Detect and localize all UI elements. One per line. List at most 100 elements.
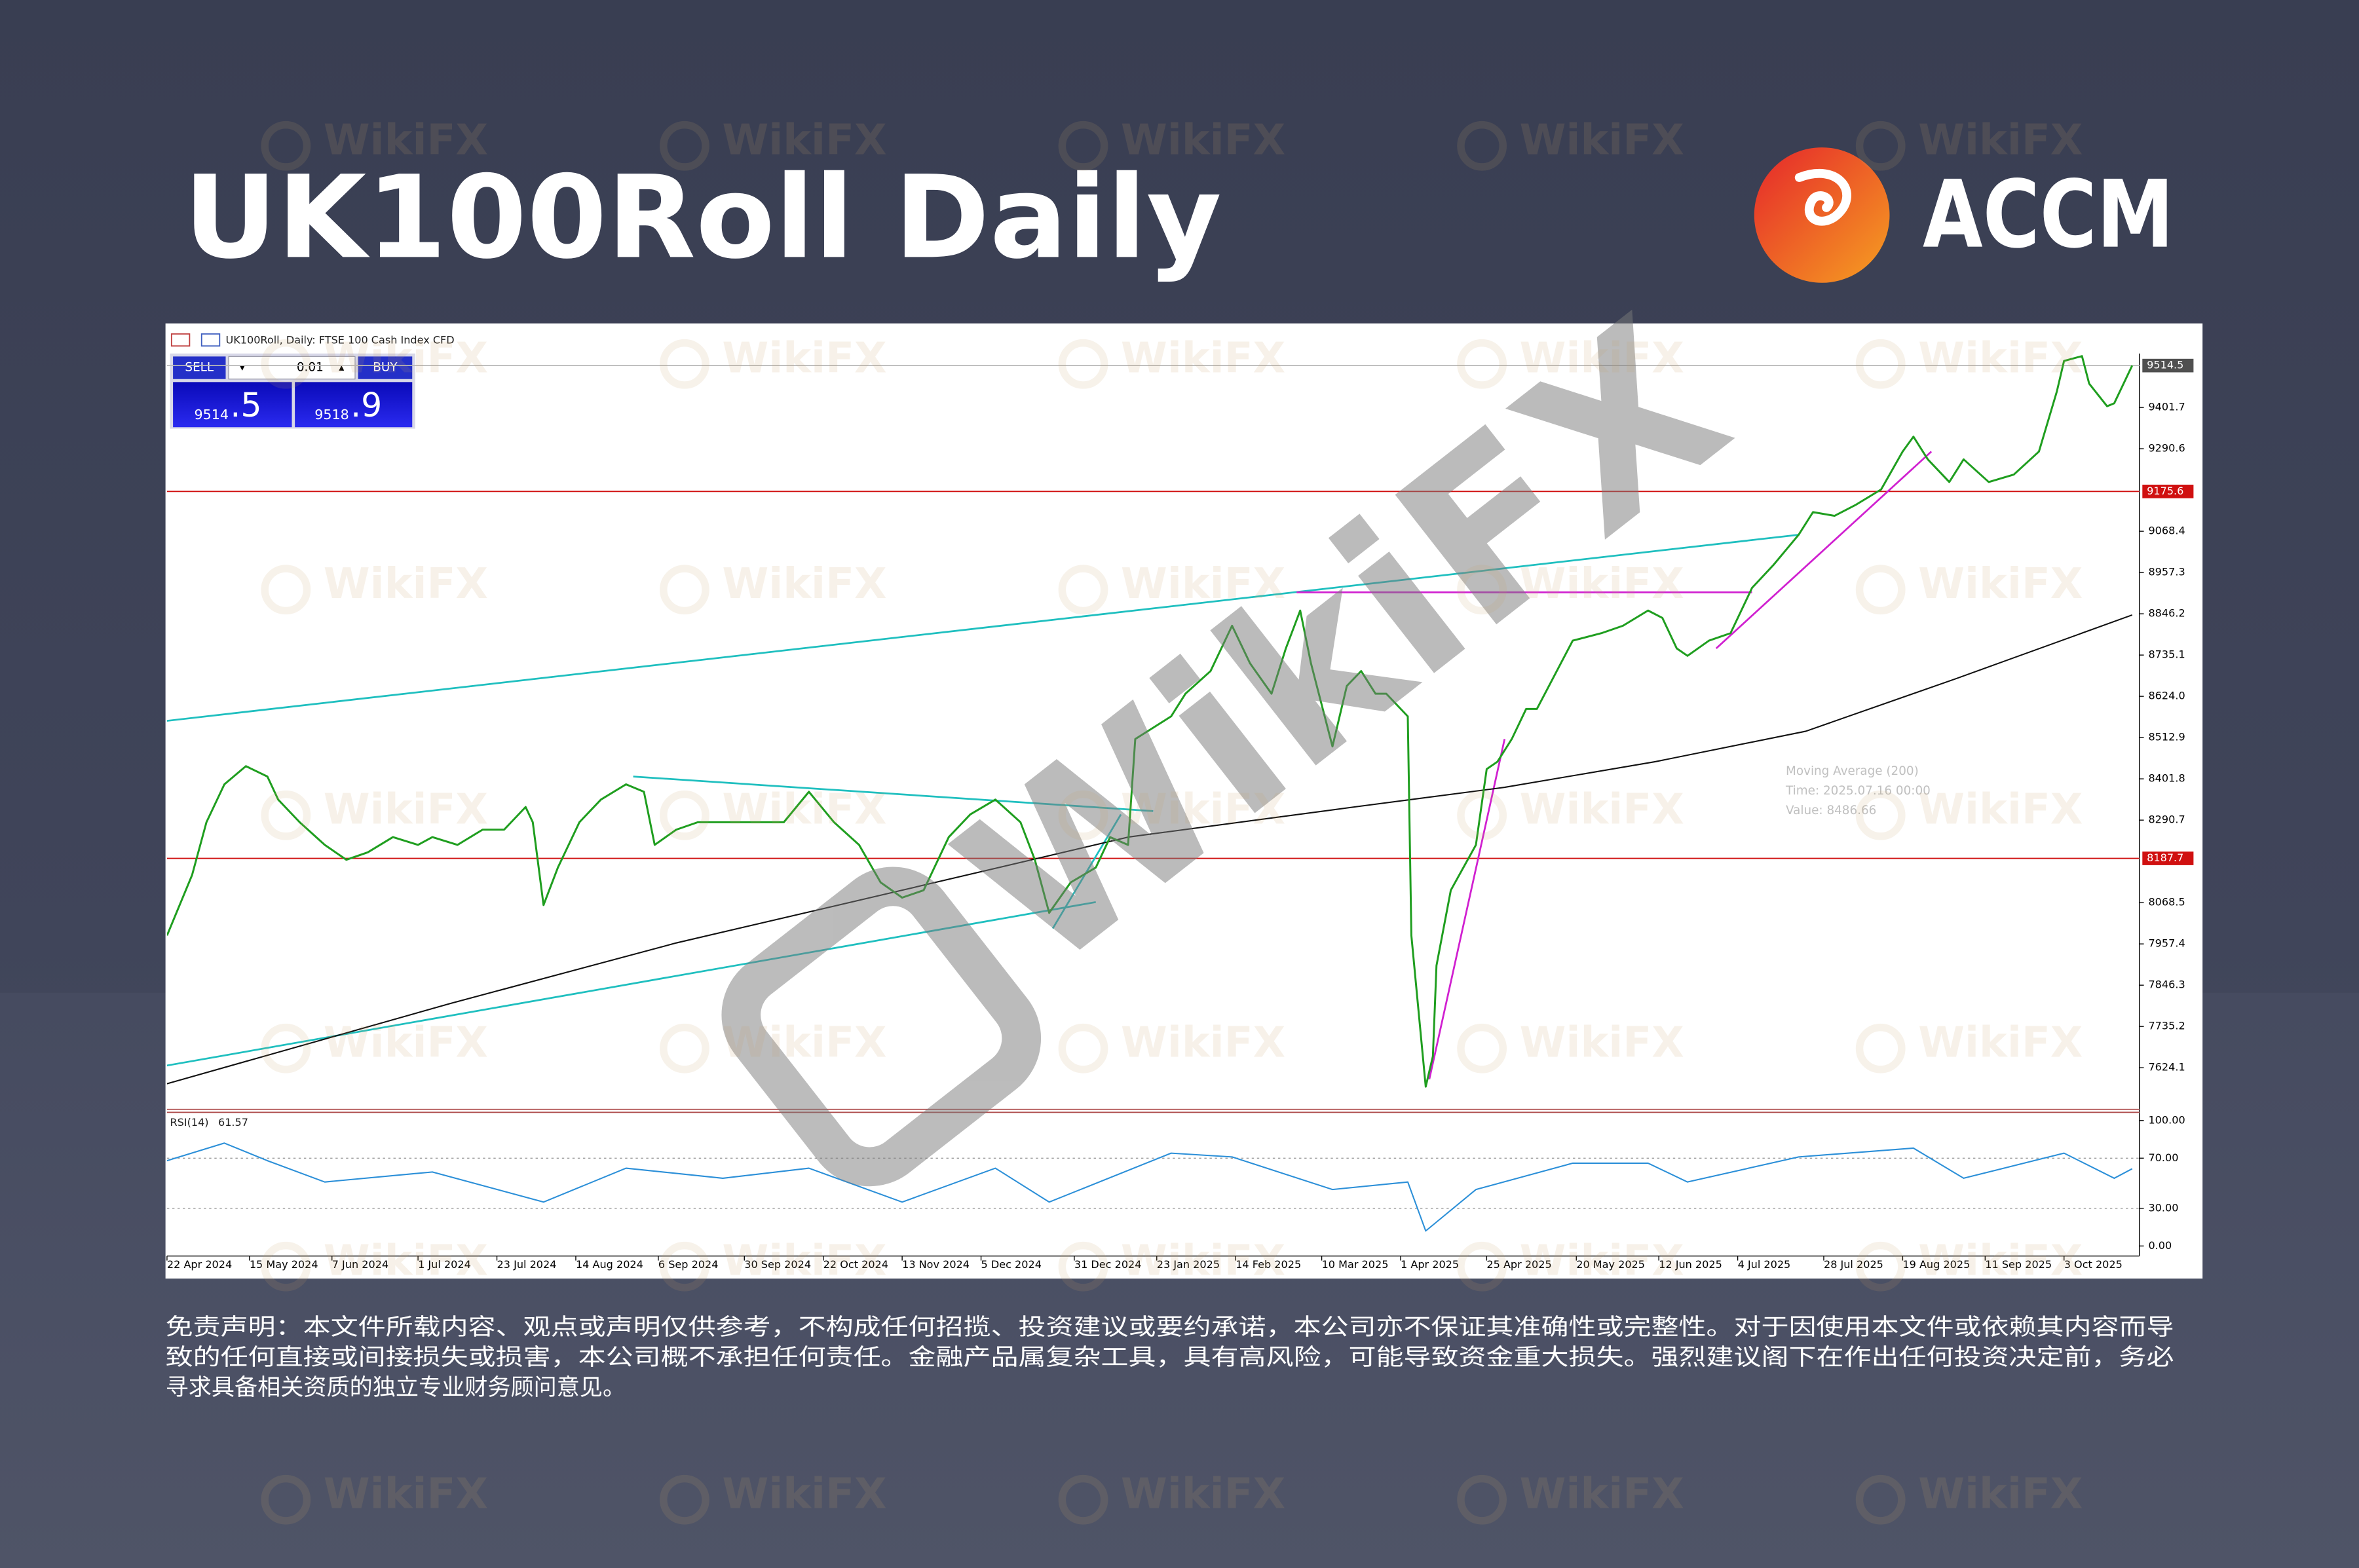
y-tick-label: 7957.4 bbox=[2148, 937, 2185, 950]
volume-arrow[interactable]: ▴ bbox=[339, 361, 345, 373]
watermark-icon bbox=[261, 790, 311, 840]
watermark-icon bbox=[1855, 1023, 1906, 1073]
watermark-icon bbox=[261, 1474, 311, 1525]
watermark-icon bbox=[660, 339, 709, 389]
watermark-text: WikiFX bbox=[722, 334, 886, 383]
watermark-icon bbox=[660, 565, 709, 615]
watermark-icon bbox=[1457, 565, 1507, 615]
price-line bbox=[166, 1142, 2133, 1232]
level-label-box bbox=[2142, 851, 2194, 865]
watermark-icon bbox=[261, 121, 311, 171]
watermark-text: WikiFX bbox=[324, 1470, 488, 1519]
watermark-icon bbox=[1058, 790, 1108, 840]
x-tick-label: 23 Jan 2025 bbox=[1157, 1258, 1220, 1271]
sell-button[interactable] bbox=[173, 356, 226, 379]
watermark-text: WikiFX bbox=[324, 334, 488, 383]
disclaimer-line: 致的任何直接或间接损失或损害，本公司概不承担任何责任。金融产品属复杂工具，具有高… bbox=[166, 1344, 2174, 1371]
trendline bbox=[1428, 739, 1506, 1080]
y-tick-label: 7624.1 bbox=[2148, 1061, 2185, 1073]
watermark-text: WikiFX bbox=[324, 1018, 488, 1068]
trendline bbox=[633, 775, 1154, 812]
volume-arrow[interactable]: ▾ bbox=[240, 361, 246, 373]
buy-price[interactable]: 9518 bbox=[314, 407, 349, 422]
watermark-icon bbox=[261, 1023, 311, 1073]
ma-tooltip: Value: 8486.66 bbox=[1786, 804, 1876, 817]
trendline bbox=[1715, 451, 1933, 649]
logo-mark bbox=[1754, 147, 1890, 283]
rsi-value: 61.57 bbox=[218, 1116, 248, 1129]
y-tick-label: 9290.6 bbox=[2148, 442, 2185, 455]
x-tick-label: 22 Oct 2024 bbox=[823, 1258, 888, 1271]
y-tick-label: 8957.3 bbox=[2148, 566, 2185, 578]
watermark-icon bbox=[660, 1023, 709, 1073]
watermark-text: WikiFX bbox=[324, 785, 488, 834]
x-tick-label: 7 Jun 2024 bbox=[332, 1258, 388, 1271]
logo-swirl bbox=[1794, 169, 1851, 226]
watermark-text: WikiFX bbox=[722, 1470, 886, 1519]
disclaimer-line: 免责声明：本文件所载内容、观点或声明仅供参考，不构成任何招揽、投资建议或要约承诺… bbox=[166, 1314, 2174, 1341]
watermark-text: WikiFX bbox=[324, 1237, 488, 1286]
chart: UK100Roll, Daily: FTSE 100 Cash Index CF… bbox=[166, 333, 2194, 1271]
chart-icon bbox=[200, 333, 221, 347]
volume-value[interactable]: 0.01 bbox=[297, 361, 324, 375]
chart-icon bbox=[170, 333, 191, 347]
chart-panel bbox=[165, 323, 2203, 1279]
watermark-text: WikiFX bbox=[324, 116, 488, 165]
chart-title: UK100Roll, Daily: FTSE 100 Cash Index CF… bbox=[225, 334, 454, 346]
x-tick-label: 3 Oct 2025 bbox=[2064, 1258, 2123, 1271]
watermark-icon bbox=[1855, 565, 1906, 615]
watermark-icon bbox=[1855, 790, 1906, 840]
y-tick-label: 30.00 bbox=[2148, 1201, 2178, 1214]
y-tick-label: 0.00 bbox=[2148, 1239, 2172, 1252]
watermark-text: WikiFX bbox=[1918, 1237, 2083, 1286]
watermark-text: WikiFX bbox=[1121, 1018, 1285, 1068]
watermark-icon bbox=[1058, 565, 1108, 615]
sell-price-box[interactable] bbox=[173, 382, 292, 428]
watermark-text: WikiFX bbox=[1121, 785, 1285, 834]
y-tick-label: 8624.0 bbox=[2148, 690, 2185, 702]
watermark-text: WikiFX bbox=[1520, 1237, 1684, 1286]
watermark-text: WikiFX bbox=[1918, 785, 2083, 834]
y-tick-label: 100.00 bbox=[2148, 1113, 2185, 1126]
y-tick-label: 7735.2 bbox=[2148, 1020, 2185, 1032]
current-price-label: 9514.5 bbox=[2147, 359, 2183, 371]
watermark-icon bbox=[1457, 121, 1507, 171]
x-tick-label: 11 Sep 2025 bbox=[1985, 1258, 2052, 1271]
buy-price-pips[interactable]: .9 bbox=[350, 386, 382, 424]
watermark-icon bbox=[1457, 339, 1507, 389]
watermark-text: WikiFX bbox=[1918, 116, 2083, 165]
disclaimer-line: 寻求具备相关资质的独立专业财务顾问意见。 bbox=[166, 1374, 626, 1401]
sell-price[interactable]: 9514 bbox=[194, 407, 229, 422]
trendline bbox=[1051, 813, 1122, 929]
watermark-text: WikiFX bbox=[1918, 559, 2083, 608]
ma-tooltip: Time: 2025.07.16 00:00 bbox=[1785, 784, 1931, 798]
watermark-text: WikiFX bbox=[1520, 116, 1684, 165]
watermark-icon bbox=[1457, 1474, 1507, 1525]
watermark-icon bbox=[1457, 790, 1507, 840]
sell-label[interactable]: SELL bbox=[185, 361, 214, 375]
volume-box[interactable] bbox=[228, 356, 356, 380]
x-tick-label: 22 Apr 2024 bbox=[167, 1258, 232, 1271]
sell-price-pips[interactable]: .5 bbox=[230, 386, 261, 424]
x-tick-label: 14 Aug 2024 bbox=[576, 1258, 643, 1271]
watermark-icon bbox=[261, 565, 311, 615]
watermark-icon bbox=[1058, 121, 1108, 171]
watermark-icon bbox=[1855, 121, 1906, 171]
watermark-text: WikiFX bbox=[1520, 1470, 1684, 1519]
watermark-icon bbox=[1855, 1241, 1906, 1292]
watermark-icon bbox=[1058, 1023, 1108, 1073]
ma-tooltip: Moving Average (200) bbox=[1786, 764, 1919, 778]
y-tick-label: 8512.9 bbox=[2148, 731, 2185, 743]
buy-price-box[interactable] bbox=[295, 382, 413, 428]
y-tick-label: 9068.4 bbox=[2148, 525, 2185, 537]
watermark-icon bbox=[1058, 1241, 1108, 1292]
y-tick-label: 8068.5 bbox=[2148, 896, 2185, 908]
buy-button[interactable] bbox=[358, 356, 413, 379]
buy-label[interactable]: BUY bbox=[373, 361, 398, 375]
watermark-icon bbox=[660, 1241, 709, 1292]
y-tick-label: 70.00 bbox=[2148, 1151, 2178, 1164]
watermark-text: WikiFX bbox=[722, 559, 886, 608]
watermark-text: WikiFX bbox=[1121, 116, 1285, 165]
x-tick-label: 14 Feb 2025 bbox=[1236, 1258, 1301, 1271]
moving-average bbox=[166, 614, 2133, 1085]
